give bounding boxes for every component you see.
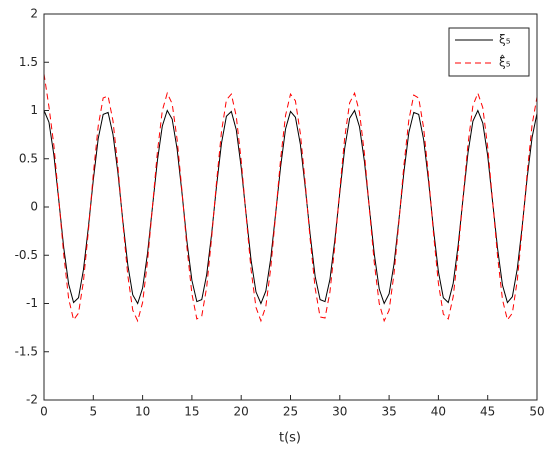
axes-box bbox=[43, 13, 538, 401]
y-tick-label: 0.5 bbox=[19, 151, 38, 165]
x-tick-label: 5 bbox=[89, 405, 97, 419]
y-tick-label: -1 bbox=[26, 296, 38, 310]
x-tick-label: 25 bbox=[283, 405, 298, 419]
y-tick-label: -2 bbox=[26, 393, 38, 407]
series-line bbox=[43, 109, 538, 305]
legend-box bbox=[448, 27, 530, 77]
x-tick-label: 0 bbox=[40, 405, 48, 419]
y-tick-label: 2 bbox=[30, 7, 38, 21]
y-tick-label: -1.5 bbox=[15, 344, 38, 358]
y-tick-label: 1 bbox=[30, 103, 38, 117]
x-tick-label: 40 bbox=[431, 405, 446, 419]
x-tick-label: 30 bbox=[332, 405, 347, 419]
y-tick-label: -0.5 bbox=[15, 248, 38, 262]
x-tick-label: 50 bbox=[529, 405, 544, 419]
y-tick-label: 0 bbox=[30, 200, 38, 214]
x-tick-label: 20 bbox=[234, 405, 249, 419]
x-tick-label: 10 bbox=[135, 405, 150, 419]
x-tick-label: 15 bbox=[184, 405, 199, 419]
legend-label: ξ̂₅ bbox=[499, 53, 511, 69]
plot-area bbox=[44, 14, 537, 400]
x-axis-label: t(s) bbox=[279, 431, 301, 446]
y-tick-label: 1.5 bbox=[19, 55, 38, 69]
x-tick-label: 35 bbox=[381, 405, 396, 419]
legend-label: ξ₅ bbox=[499, 33, 511, 47]
x-tick-label: 45 bbox=[480, 405, 495, 419]
series-line bbox=[43, 73, 538, 323]
